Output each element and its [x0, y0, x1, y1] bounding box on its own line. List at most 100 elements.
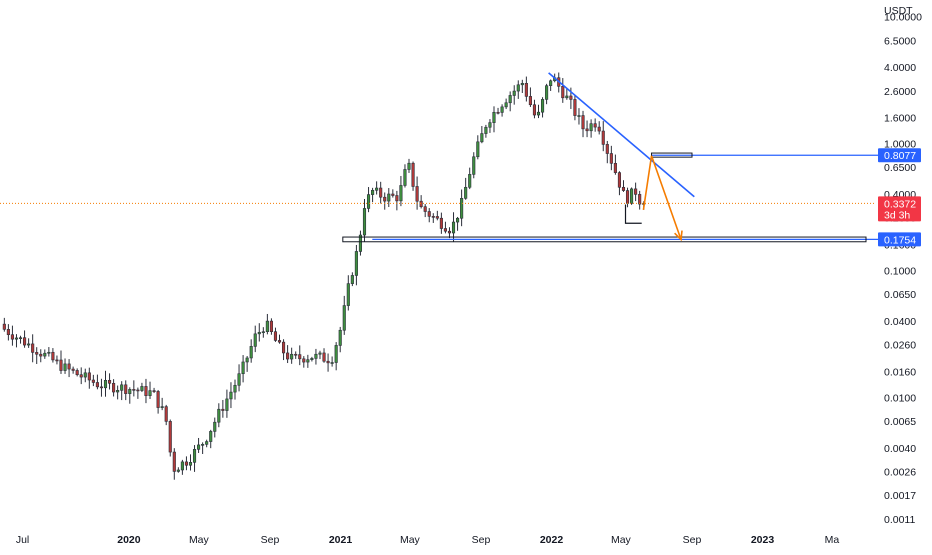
candle [241, 355, 245, 383]
candle [71, 366, 75, 374]
candle-body-up [14, 337, 19, 340]
candle [209, 429, 213, 449]
candle-body-down [593, 123, 597, 128]
candle-body-down [221, 408, 225, 411]
candle [95, 374, 99, 390]
candle [99, 378, 104, 397]
candle [23, 330, 27, 348]
candle [140, 382, 144, 393]
candle-body-down [124, 384, 128, 394]
price-axis[interactable]: USDT 10.0000 6.5000 4.0000 2.6000 1.6000 1.00… [884, 5, 922, 526]
candle-body-up [241, 361, 245, 375]
candle-body-up [330, 362, 334, 364]
candle [79, 367, 83, 385]
candle [318, 350, 322, 360]
candle [419, 195, 423, 209]
candle-body-up [229, 391, 233, 400]
candle [103, 370, 108, 397]
candle-body-up [500, 106, 504, 113]
candle [431, 213, 435, 223]
price-tick-label: 10.0000 [884, 12, 922, 24]
candle-body-down [601, 130, 605, 145]
candle [172, 448, 176, 480]
candle [407, 158, 411, 173]
candle [593, 118, 597, 132]
candle-body-down [561, 86, 565, 99]
candle [221, 399, 225, 418]
candle-body-up [205, 441, 209, 445]
level-price-tag [878, 148, 921, 163]
candle-body-up [140, 386, 144, 391]
candle [265, 313, 269, 335]
candle-body-up [83, 372, 87, 378]
candle-body-up [213, 421, 217, 432]
candle-body-down [447, 230, 452, 234]
candle [164, 404, 168, 426]
projection-line [650, 155, 682, 240]
candle-body-up [103, 379, 108, 389]
projection-line [642, 155, 653, 210]
candle-body-up [508, 95, 512, 104]
candle-body-up [536, 111, 541, 116]
candle-body-up [362, 208, 367, 236]
candle-body-down [605, 144, 609, 154]
candle-body-up [375, 187, 379, 191]
candle [124, 380, 128, 401]
candle [508, 91, 512, 112]
price-tick-label: 4.0000 [884, 62, 916, 74]
candle [197, 437, 201, 453]
candle [116, 385, 120, 400]
candle-body-up [253, 333, 257, 347]
candle-body-down [496, 111, 500, 114]
candle-body-down [621, 186, 626, 191]
time-axis[interactable]: Jul 2020 May Sep 2021 May Sep 2022 May Sep 2023 Ma [16, 534, 840, 546]
candle [148, 381, 152, 399]
candle [468, 167, 472, 190]
candle-body-down [411, 162, 415, 187]
candle-body-down [2, 323, 6, 330]
candle-body-down [95, 382, 99, 388]
candle-body-down [168, 421, 172, 453]
support-box [342, 236, 867, 243]
resistance-box [651, 152, 693, 158]
candle [456, 216, 460, 231]
candle-body-down [298, 354, 302, 360]
candle-body-up [358, 234, 363, 252]
candle [577, 108, 581, 125]
candle-body-up [516, 84, 520, 92]
candle-body-down [435, 216, 439, 219]
candle-body-up [387, 193, 391, 202]
candle-body-up [217, 408, 221, 423]
candle [540, 97, 545, 118]
current-price-countdown: 3d 3h [884, 209, 910, 221]
candle [484, 124, 488, 138]
candle-body-up [577, 115, 581, 117]
candle [91, 374, 95, 387]
candle-body-up [565, 95, 569, 99]
candle [18, 335, 23, 344]
level-price-tag-text: 0.8077 [884, 150, 916, 162]
candle-body-up [47, 351, 51, 354]
candle [249, 339, 253, 363]
price-tick-label: 0.0160 [884, 366, 916, 378]
candle-body-up [371, 189, 375, 195]
candle-body-up [261, 331, 265, 334]
candle [451, 212, 456, 243]
level-price-tag [878, 232, 921, 247]
candle [411, 161, 415, 191]
candle [245, 356, 249, 372]
price-tick-label: 0.0260 [884, 340, 916, 352]
candle [31, 334, 35, 363]
candle [128, 387, 132, 404]
candle [144, 378, 148, 404]
candle-body-down [625, 190, 630, 204]
candle [176, 467, 180, 473]
candle [67, 359, 71, 378]
time-tick-label: Ma [825, 534, 840, 546]
candle-body-up [338, 329, 342, 346]
candle [192, 445, 197, 472]
candle-body-down [302, 358, 306, 363]
candle-body-down [597, 126, 601, 132]
